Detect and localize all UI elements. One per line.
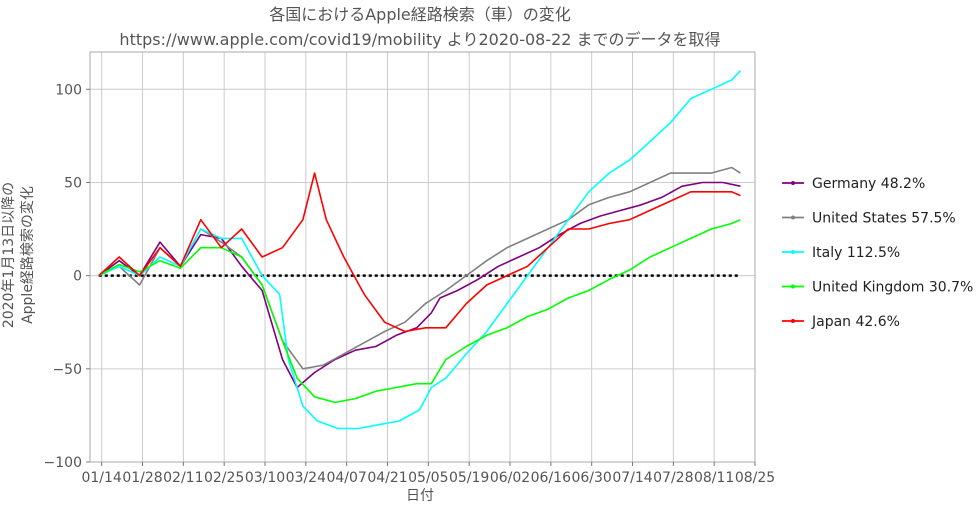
y-axis-ticks: −100 −50 0 50 100 (44, 82, 90, 471)
x-tick-label: 01/28 (122, 470, 162, 486)
series-line-1 (98, 166, 741, 370)
legend-label-3: United Kingdom 30.7% (812, 280, 973, 296)
legend-label-1: United States 57.5% (812, 211, 956, 227)
legend-label-4: Japan 42.6% (811, 314, 900, 330)
y-axis-label-line2: Apple経路検索の変化 (19, 186, 36, 324)
x-tick-label: 06/16 (531, 470, 571, 486)
series-line-2 (98, 70, 741, 430)
y-tick-label: 100 (55, 82, 82, 98)
x-tick-label: 08/25 (735, 470, 775, 486)
x-tick-label: 07/14 (612, 470, 652, 486)
legend-marker-0 (791, 181, 795, 185)
legend-marker-4 (791, 319, 795, 323)
y-tick-label: −100 (44, 455, 82, 471)
series-line-4 (98, 172, 741, 333)
x-axis-label: 日付 (406, 488, 434, 504)
chart-title: 各国におけるApple経路検索（車）の変化 (269, 5, 571, 24)
legend-marker-1 (791, 215, 795, 220)
x-tick-label: 05/19 (449, 470, 489, 486)
plot-frame (89, 51, 756, 463)
legend-label-0: Germany 48.2% (812, 176, 925, 192)
x-tick-label: 04/21 (367, 470, 407, 486)
x-tick-label: 06/30 (571, 470, 611, 486)
x-axis-ticks: 01/14 01/28 02/11 02/25 03/10 03/24 04/07 04/21… (81, 462, 775, 486)
series-line-0 (98, 181, 741, 389)
y-axis-label-line1: 2020年1月13日以降の (1, 182, 17, 328)
y-tick-label: 0 (73, 269, 82, 285)
x-tick-label: 03/24 (286, 470, 326, 486)
x-tick-label: 03/10 (245, 470, 285, 486)
x-tick-label: 06/02 (490, 470, 530, 486)
legend: Germany 48.2% United States 57.5% Italy 11… (782, 176, 973, 330)
chart-subtitle: https://www.apple.com/covid19/mobility よ… (119, 30, 720, 49)
y-tick-label: −50 (52, 362, 82, 378)
x-tick-label: 08/11 (694, 470, 734, 486)
x-tick-label: 01/14 (81, 470, 121, 486)
x-tick-label: 05/05 (408, 470, 448, 486)
grid (90, 52, 756, 463)
legend-label-2: Italy 112.5% (812, 245, 900, 261)
x-tick-label: 04/07 (326, 470, 366, 486)
x-tick-label: 07/28 (653, 470, 693, 486)
y-tick-label: 50 (64, 175, 82, 191)
series-line-3 (98, 218, 741, 404)
series-lines (98, 70, 741, 430)
legend-marker-2 (791, 250, 795, 254)
x-tick-label: 02/25 (204, 470, 244, 486)
legend-marker-3 (791, 284, 795, 289)
x-tick-label: 02/11 (163, 470, 203, 486)
